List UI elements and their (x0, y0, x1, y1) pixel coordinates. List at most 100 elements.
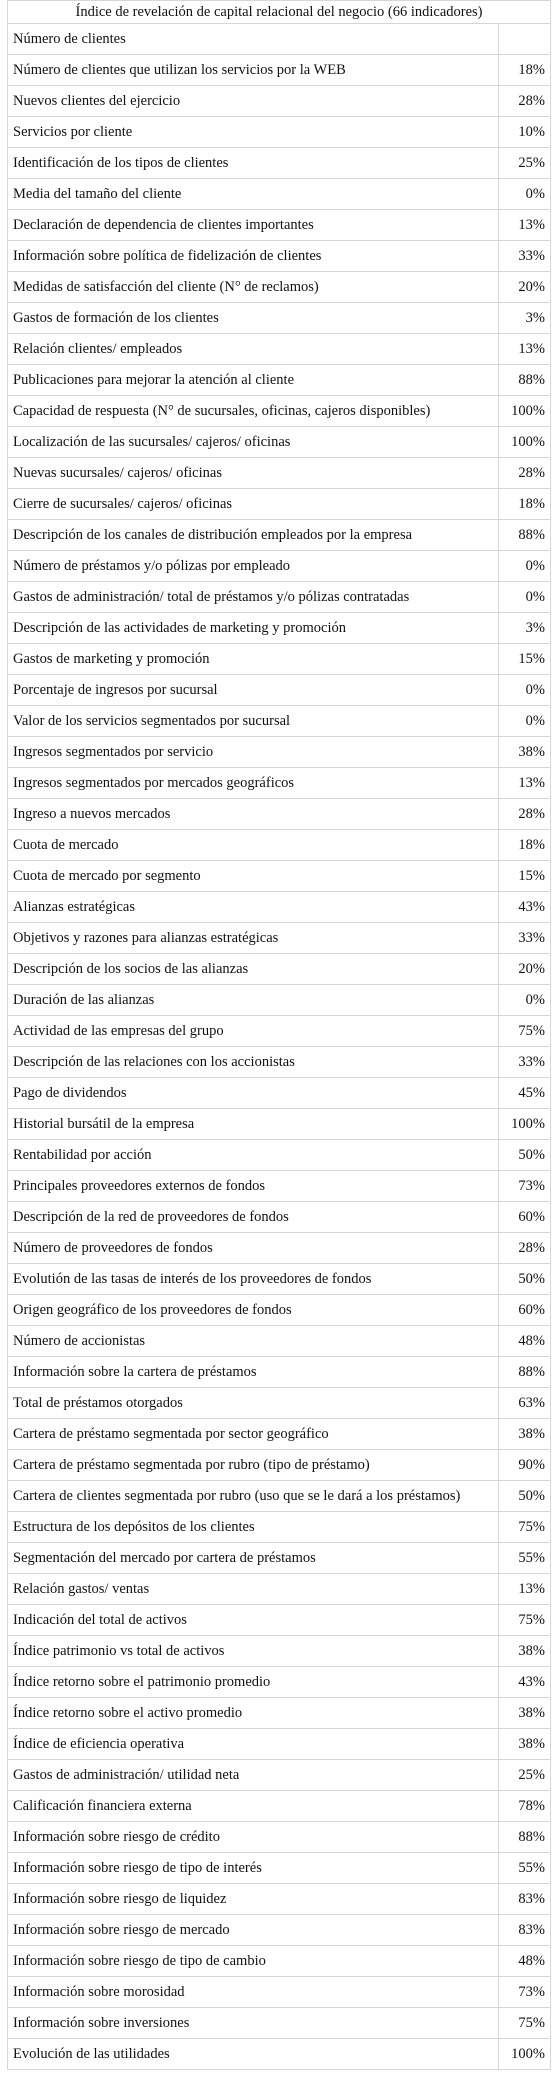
table-row: Relación gastos/ ventas 13% (7, 1573, 552, 1605)
indicator-value: 38% (497, 1418, 552, 1450)
indicator-value: 83% (497, 1914, 552, 1946)
indicator-value: 0% (497, 984, 552, 1016)
table-row: Nuevos clientes del ejercicio 28% (7, 85, 552, 117)
table-row: Descripción de los socios de las alianza… (7, 953, 552, 985)
table-row: Cartera de préstamo segmentada por secto… (7, 1418, 552, 1450)
table-row: Evolución de las utilidades 100% (7, 2038, 552, 2070)
table-row: Gastos de administración/ utilidad neta 2… (7, 1759, 552, 1791)
table-row: Ingresos segmentados por servicio 38% (7, 736, 552, 768)
indicator-label: Descripción de la red de proveedores de … (7, 1201, 499, 1233)
empty-cell (497, 23, 552, 55)
indicator-value: 88% (497, 1821, 552, 1853)
indicator-value: 18% (497, 488, 552, 520)
indicator-label: Información sobre la cartera de préstamo… (7, 1356, 499, 1388)
table-row: Gastos de administración/ total de prést… (7, 581, 552, 613)
indicator-value: 0% (497, 550, 552, 582)
indicator-value: 100% (497, 426, 552, 458)
table-row: Historial bursátil de la empresa 100% (7, 1108, 552, 1140)
indicator-label: Descripción de los socios de las alianza… (7, 953, 499, 985)
table-row: Cartera de préstamo segmentada por rubro… (7, 1449, 552, 1481)
table-row: Origen geográfico de los proveedores de … (7, 1294, 552, 1326)
indicator-label: Número de accionistas (7, 1325, 499, 1357)
table-row: Cierre de sucursales/ cajeros/ oficinas 1… (7, 488, 552, 520)
indicator-label: Cierre de sucursales/ cajeros/ oficinas (7, 488, 499, 520)
indicator-value: 38% (497, 1697, 552, 1729)
indicator-label: Relación gastos/ ventas (7, 1573, 499, 1605)
table-row: Capacidad de respuesta (N° de sucursales… (7, 395, 552, 427)
indicator-label: Ingreso a nuevos mercados (7, 798, 499, 830)
indicator-value: 50% (497, 1480, 552, 1512)
indicator-value: 18% (497, 829, 552, 861)
table-row: Número de clientes que utilizan los serv… (7, 54, 552, 86)
indicator-label: Valor de los servicios segmentados por s… (7, 705, 499, 737)
table-row: Número de proveedores de fondos 28% (7, 1232, 552, 1264)
indicator-label: Información sobre riesgo de tipo de camb… (7, 1945, 499, 1977)
indicator-value: 48% (497, 1325, 552, 1357)
table-row: Gastos de marketing y promoción 15% (7, 643, 552, 675)
indicator-value: 50% (497, 1263, 552, 1295)
indicator-label: Evolución de las utilidades (7, 2038, 499, 2070)
indicator-label: Descripción de las actividades de market… (7, 612, 499, 644)
indicator-label: Capacidad de respuesta (N° de sucursales… (7, 395, 499, 427)
indicator-label: Cuota de mercado (7, 829, 499, 861)
table-row: Principales proveedores externos de fond… (7, 1170, 552, 1202)
indicator-value: 33% (497, 1046, 552, 1078)
indicator-label: Identificación de los tipos de clientes (7, 147, 499, 179)
indicator-value: 20% (497, 953, 552, 985)
indicator-value: 100% (497, 395, 552, 427)
indicator-value: 15% (497, 643, 552, 675)
table-row: Descripción de los canales de distribuci… (7, 519, 552, 551)
indicator-value: 48% (497, 1945, 552, 1977)
table-row: Estructura de los depósitos de los clien… (7, 1511, 552, 1543)
indicator-label: Nuevas sucursales/ cajeros/ oficinas (7, 457, 499, 489)
indicator-value: 0% (497, 674, 552, 706)
indicator-value: 13% (497, 767, 552, 799)
indicator-value: 13% (497, 1573, 552, 1605)
indicator-label: Descripción de las relaciones con los ac… (7, 1046, 499, 1078)
indicator-label: Servicios por cliente (7, 116, 499, 148)
table-row: Duración de las alianzas 0% (7, 984, 552, 1016)
header-row: Índice de revelación de capital relacion… (7, 0, 551, 24)
table-row: Alianzas estratégicas 43% (7, 891, 552, 923)
table-row: Información sobre riesgo de mercado 83% (7, 1914, 552, 1946)
indicator-label: Ingresos segmentados por mercados geográ… (7, 767, 499, 799)
indicator-label: Información sobre riesgo de tipo de inte… (7, 1852, 499, 1884)
indicator-value: 50% (497, 1139, 552, 1171)
indicator-label: Calificación financiera externa (7, 1790, 499, 1822)
indicator-value: 0% (497, 705, 552, 737)
indicator-value: 75% (497, 1604, 552, 1636)
table-row: Descripción de las actividades de market… (7, 612, 552, 644)
table-row: Segmentación del mercado por cartera de … (7, 1542, 552, 1574)
indicator-value: 88% (497, 1356, 552, 1388)
indicator-value: 38% (497, 1728, 552, 1760)
table-row: Media del tamaño del cliente 0% (7, 178, 552, 210)
table-title: Índice de revelación de capital relacion… (7, 0, 551, 24)
indicator-label: Evolutión de las tasas de interés de los… (7, 1263, 499, 1295)
table-row: Actividad de las empresas del grupo 75% (7, 1015, 552, 1047)
indicator-value: 20% (497, 271, 552, 303)
indicator-label: Origen geográfico de los proveedores de … (7, 1294, 499, 1326)
indicator-label: Cartera de préstamo segmentada por rubro… (7, 1449, 499, 1481)
indicator-value: 75% (497, 1511, 552, 1543)
table-row: Información sobre inversiones 75% (7, 2007, 552, 2039)
indicator-label: Información sobre política de fidelizaci… (7, 240, 499, 272)
table-row: Información sobre política de fidelizaci… (7, 240, 552, 272)
table-row: Indicación del total de activos 75% (7, 1604, 552, 1636)
table-row: Número de clientes (7, 23, 552, 55)
indicator-value: 90% (497, 1449, 552, 1481)
indicator-label: Información sobre riesgo de crédito (7, 1821, 499, 1853)
indicator-label: Información sobre morosidad (7, 1976, 499, 2008)
indicator-label: Media del tamaño del cliente (7, 178, 499, 210)
table-row: Información sobre morosidad 73% (7, 1976, 552, 2008)
table-row: Pago de dividendos 45% (7, 1077, 552, 1109)
table-row: Evolutión de las tasas de interés de los… (7, 1263, 552, 1295)
indicator-label: Número de clientes (7, 23, 499, 55)
table: Índice de revelación de capital relacion… (7, 0, 552, 2070)
table-row: Relación clientes/ empleados 13% (7, 333, 552, 365)
table-row: Índice de eficiencia operativa 38% (7, 1728, 552, 1760)
indicator-value: 38% (497, 1635, 552, 1667)
table-row: Localización de las sucursales/ cajeros/… (7, 426, 552, 458)
indicator-label: Objetivos y razones para alianzas estrat… (7, 922, 499, 954)
indicator-label: Porcentaje de ingresos por sucursal (7, 674, 499, 706)
indicator-value: 3% (497, 612, 552, 644)
